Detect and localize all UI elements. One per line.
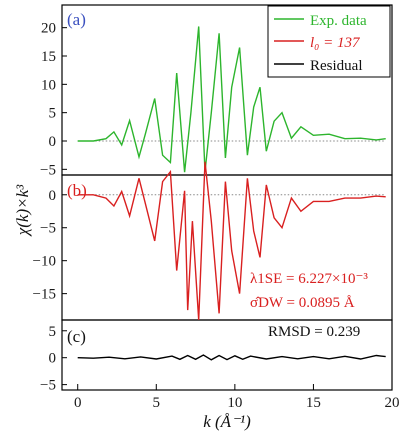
- y-tick-label: 0: [49, 134, 57, 150]
- y-axis-label: χ(k)×k³: [13, 184, 32, 237]
- x-tick-label: 0: [74, 395, 82, 411]
- y-tick-label: 0: [49, 351, 57, 367]
- legend-label-fit: l₀ = 137: [310, 35, 361, 51]
- y-tick-label: −5: [40, 221, 56, 237]
- panel-b-label: (b): [67, 181, 87, 200]
- y-tick-label: 20: [41, 21, 56, 37]
- x-tick-label: 15: [306, 395, 321, 411]
- axis-ticks-group: −5 0 5 10 15 20 0 −5 −10 −15 5 0 −5 0 5 10 15 20: [33, 21, 400, 411]
- residual-series-line: [77, 354, 386, 361]
- panel-c-frame: [61, 319, 393, 391]
- legend-label-exp-data: Exp. data: [310, 13, 367, 29]
- x-axis-label: k (Å⁻¹): [203, 412, 251, 431]
- y-tick-label: −10: [33, 254, 56, 270]
- sigma-annotation: σ̂DW = 0.0895 Å: [250, 295, 355, 311]
- x-tick-label: 5: [153, 395, 161, 411]
- exp-data-series-line: [77, 26, 386, 173]
- y-tick-label: −5: [40, 162, 56, 178]
- y-tick-label: 0: [49, 188, 57, 204]
- legend-label-residual: Residual: [310, 58, 363, 74]
- lambda-annotation: λ1SE = 6.227×10⁻³: [250, 271, 368, 287]
- y-tick-label: −5: [40, 378, 56, 394]
- fit-series-line: [77, 161, 386, 321]
- y-tick-label: 15: [41, 49, 56, 65]
- panel-a-label: (a): [67, 10, 86, 29]
- x-tick-label: 20: [385, 395, 400, 411]
- rmsd-annotation: RMSD = 0.239: [268, 324, 360, 340]
- y-tick-label: 10: [41, 77, 56, 93]
- y-tick-label: 5: [49, 324, 57, 340]
- panel-c-label: (c): [67, 327, 86, 346]
- y-tick-label: −15: [33, 287, 56, 303]
- y-tick-label: 5: [49, 106, 57, 122]
- x-tick-label: 10: [227, 395, 242, 411]
